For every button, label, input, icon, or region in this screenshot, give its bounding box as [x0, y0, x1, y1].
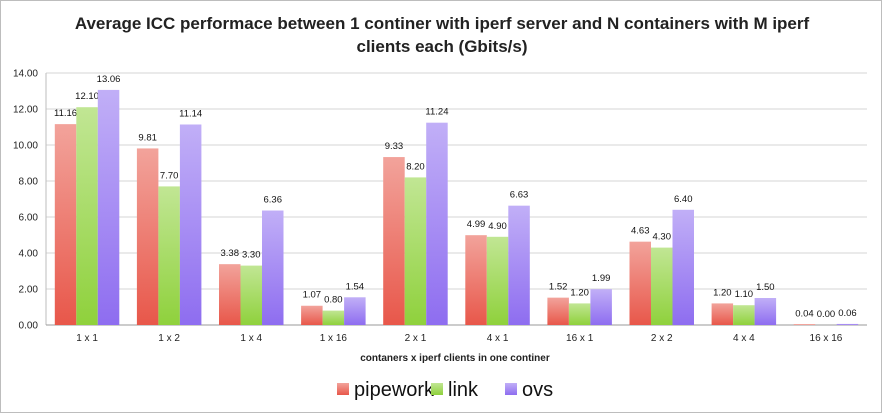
x-tick-label: 4 x 1 [487, 333, 509, 344]
data-label-ovs: 13.06 [97, 74, 121, 85]
y-tick-label: 4.00 [19, 249, 39, 260]
bar-link [322, 310, 345, 325]
x-tick-label: 16 x 16 [810, 333, 843, 344]
bar-link [158, 186, 180, 325]
legend-swatch-ovs [505, 383, 517, 395]
bars: 11.16 12.10 13.06 9.81 7.70 11.14 3.38 3.30 6.36… [54, 74, 859, 326]
x-tick-label: 1 x 1 [76, 333, 98, 344]
x-tick-label: 1 x 4 [240, 333, 262, 344]
data-label-pipework: 4.99 [467, 219, 486, 230]
data-label-ovs: 6.40 [674, 194, 693, 205]
bar-pipework [54, 124, 77, 326]
data-label-ovs: 11.14 [179, 108, 202, 119]
bar-link [486, 236, 509, 325]
data-label-link: 4.90 [488, 221, 507, 232]
x-tick-label: 4 x 4 [733, 333, 755, 344]
bar-ovs [836, 323, 859, 325]
data-label-ovs: 6.63 [510, 190, 529, 201]
data-label-link: 3.30 [242, 250, 261, 261]
data-label-link: 1.10 [735, 289, 754, 300]
data-label-ovs: 0.06 [838, 308, 857, 319]
y-tick-label: 8.00 [19, 177, 39, 188]
y-tick-label: 0.00 [19, 321, 39, 332]
data-label-link: 7.70 [160, 170, 179, 181]
bar-ovs [508, 205, 530, 325]
bar-ovs [672, 209, 694, 325]
data-label-ovs: 6.36 [264, 195, 283, 206]
bar-ovs [590, 289, 612, 325]
y-tick-label: 12.00 [13, 105, 38, 116]
bar-ovs [179, 124, 202, 325]
data-label-pipework: 9.33 [385, 141, 404, 152]
bar-pipework [793, 324, 816, 325]
data-label-pipework: 1.20 [713, 287, 732, 298]
y-tick-label: 6.00 [19, 213, 39, 224]
legend-label-ovs: ovs [522, 379, 553, 401]
bar-pipework [547, 297, 569, 325]
bar-link [651, 247, 673, 325]
y-tick-label: 2.00 [19, 285, 39, 296]
y-tick-label: 14.00 [13, 69, 38, 80]
bar-pipework [465, 235, 487, 325]
bar-ovs [97, 89, 120, 325]
bar-link [568, 303, 591, 325]
data-label-pipework: 11.16 [54, 108, 77, 119]
chart-title-line2: clients each (Gbits/s) [357, 37, 528, 56]
data-label-link: 1.20 [570, 287, 589, 298]
data-label-pipework: 9.81 [138, 132, 157, 143]
y-tick-label: 10.00 [13, 141, 38, 152]
x-axis: 1 x 1 1 x 2 1 x 4 1 x 16 2 x 1 4 x 1 16 x 1 2 x… [76, 333, 843, 344]
bar-pipework [136, 148, 159, 325]
bar-pipework [629, 241, 651, 325]
bar-link [240, 265, 262, 325]
data-label-pipework: 1.07 [303, 290, 322, 301]
data-label-pipework: 4.63 [631, 226, 650, 237]
legend-swatch-pipework [337, 383, 349, 395]
bar-pipework [383, 157, 405, 325]
data-label-ovs: 1.54 [346, 281, 365, 292]
bar-link [76, 107, 98, 325]
chart-title-line1: Average ICC performace between 1 contine… [75, 14, 810, 33]
legend: pipework link ovs [337, 379, 553, 401]
data-label-link: 0.00 [817, 309, 836, 320]
data-label-link: 4.30 [653, 232, 672, 243]
x-tick-label: 1 x 2 [158, 333, 180, 344]
bar-ovs [262, 210, 284, 325]
x-tick-label: 16 x 1 [566, 333, 594, 344]
bar-ovs [754, 298, 777, 325]
data-label-pipework: 1.52 [549, 282, 568, 293]
bar-link [404, 177, 427, 325]
data-label-link: 0.80 [324, 295, 343, 306]
data-label-link: 12.10 [75, 91, 99, 102]
data-label-ovs: 1.99 [592, 273, 611, 284]
data-label-pipework: 0.04 [795, 308, 814, 319]
data-label-ovs: 11.24 [425, 107, 448, 118]
bar-ovs [344, 297, 366, 325]
x-tick-label: 1 x 16 [320, 333, 348, 344]
data-label-ovs: 1.50 [756, 282, 775, 293]
x-tick-label: 2 x 2 [651, 333, 673, 344]
x-axis-title: contaners x iperf clients in one contine… [360, 353, 550, 364]
bar-pipework [711, 303, 734, 325]
legend-label-pipework: pipework [354, 379, 435, 401]
data-label-pipework: 3.38 [221, 248, 240, 259]
bar-link [733, 305, 755, 325]
data-label-link: 8.20 [406, 161, 425, 172]
legend-swatch-link [431, 383, 443, 395]
x-tick-label: 2 x 1 [405, 333, 427, 344]
legend-label-link: link [448, 379, 479, 401]
bar-ovs [426, 122, 448, 326]
bar-pipework [219, 264, 241, 325]
bar-pipework [301, 305, 323, 325]
